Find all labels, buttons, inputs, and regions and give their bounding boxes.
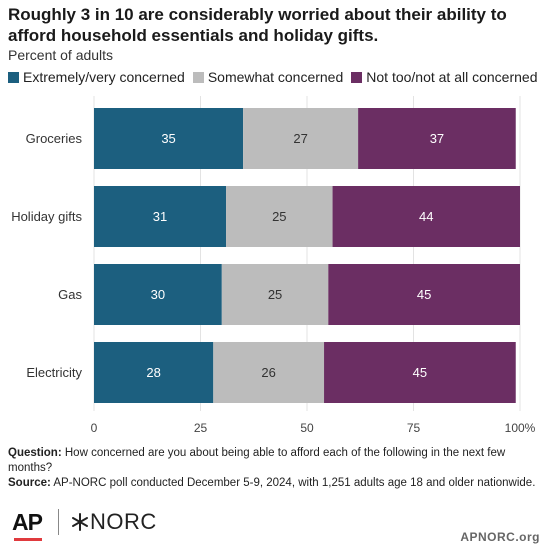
norc-star-icon (71, 513, 88, 531)
source-note: Source: AP-NORC poll conducted December … (8, 477, 536, 489)
bar-segment (324, 342, 516, 403)
site-url: APNORC.org (460, 530, 540, 544)
logo-divider (57, 509, 59, 535)
x-tick-label: 100% (505, 421, 536, 435)
bar-segment (328, 264, 520, 325)
bar-chart: 0 25 50 75 100% Groceries 35 27 37 Holiday gifts 3… (11, 96, 536, 435)
bar-segment (358, 108, 516, 169)
x-tick-label: 50 (300, 421, 314, 435)
bar-segment (94, 186, 227, 247)
bar-segment (94, 264, 222, 325)
legend-label: Somewhat concerned (207, 69, 344, 85)
legend-item-somewhat: Somewhat concerned (192, 69, 344, 85)
bar-segment (226, 186, 333, 247)
chart-notes: Question: How concerned are you about be… (8, 446, 544, 491)
data-label: 28 (146, 365, 160, 380)
bar-segment (332, 186, 520, 247)
data-label: 44 (419, 209, 433, 224)
data-label: 35 (161, 131, 175, 146)
question-note: Question: How concerned are you about be… (8, 447, 506, 474)
legend-swatch (192, 71, 204, 83)
bar-segment (94, 108, 244, 169)
legend-label: Extremely/very concerned (23, 69, 185, 85)
category-label: Groceries (26, 131, 83, 146)
legend-swatch (351, 71, 363, 83)
norc-logo: NORC (71, 509, 157, 535)
data-label: 25 (272, 209, 286, 224)
data-label: 37 (430, 131, 444, 146)
bar-segment (243, 108, 359, 169)
ap-logo-bar (14, 538, 42, 541)
logos: AP NORC (12, 509, 157, 541)
category-label: Gas (58, 287, 82, 302)
legend-swatch (8, 71, 19, 83)
legend: Extremely/very concerned Somewhat concer… (8, 69, 548, 85)
data-label: 27 (293, 131, 307, 146)
legend-label: Not too/not at all concerned (366, 69, 538, 85)
legend-item-not-too: Not too/not at all concerned (351, 69, 538, 85)
data-label: 30 (151, 287, 165, 302)
bar-segment (213, 342, 325, 403)
data-label: 26 (261, 365, 275, 380)
x-tick-label: 75 (407, 421, 421, 435)
bar-segment (94, 342, 214, 403)
chart-title: Roughly 3 in 10 are considerably worried… (8, 5, 507, 45)
x-tick-label: 25 (194, 421, 208, 435)
category-label: Holiday gifts (11, 209, 82, 224)
data-label: 31 (153, 209, 167, 224)
chart-subtitle: Percent of adults (8, 47, 114, 63)
data-label: 45 (413, 365, 427, 380)
category-label: Electricity (26, 365, 82, 380)
bar-segment (221, 264, 329, 325)
x-tick-label: 0 (91, 421, 98, 435)
legend-item-extremely-very: Extremely/very concerned (8, 69, 185, 85)
data-label: 45 (417, 287, 431, 302)
ap-logo: AP (12, 509, 43, 541)
data-label: 25 (268, 287, 282, 302)
